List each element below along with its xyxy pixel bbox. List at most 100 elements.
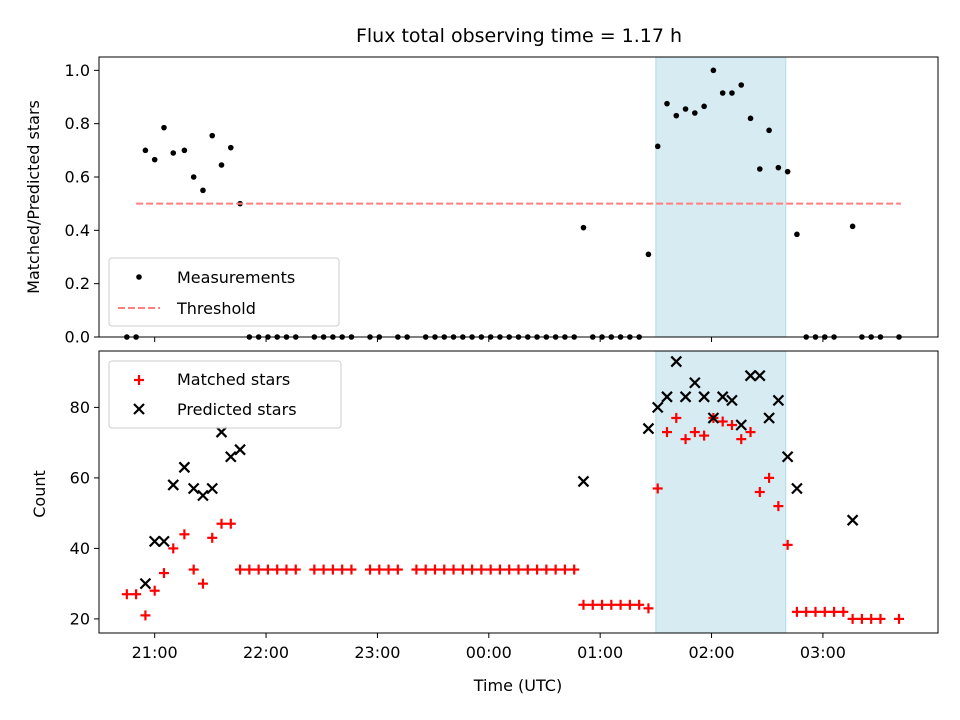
predicted-point <box>689 376 701 389</box>
measurement-point <box>209 132 216 139</box>
matched-point <box>671 412 682 423</box>
matched-point <box>327 564 338 575</box>
matched-point <box>615 599 626 610</box>
matched-point <box>559 564 570 575</box>
bottom-legend-box <box>108 360 342 429</box>
legend-measurements-label: Measurements <box>177 268 295 287</box>
measurement-point <box>227 144 234 151</box>
bottom-span-layer <box>655 350 787 634</box>
bottom-ylabel: Count <box>30 470 49 518</box>
legend-matched-label: Matched stars <box>177 370 290 389</box>
bottom-ytick: 40 <box>70 539 99 558</box>
series-predicted-stars <box>139 355 859 590</box>
top-ytick-label: 0.6 <box>65 168 90 187</box>
matched-point <box>856 613 867 624</box>
predicted-point <box>197 489 209 502</box>
top-ytick-label: 1.0 <box>65 61 90 80</box>
measurement-point <box>729 90 735 96</box>
matched-point <box>634 599 645 610</box>
predicted-point <box>642 422 655 435</box>
matched-point <box>429 564 440 575</box>
matched-point <box>550 564 561 575</box>
bottom-xtick: 01:00 <box>577 633 623 662</box>
matched-point <box>736 434 747 445</box>
matched-point <box>652 483 663 494</box>
predicted-point <box>698 391 710 403</box>
xtick-label: 22:00 <box>243 643 289 662</box>
bottom-xtick: 02:00 <box>688 633 735 662</box>
matched-point <box>764 472 775 483</box>
matched-point <box>121 589 132 600</box>
measurement-point <box>664 100 670 107</box>
predicted-point <box>679 391 692 403</box>
bottom-ytick-label: 60 <box>70 468 90 487</box>
bottom-legend: Matched stars Predicted stars <box>108 360 342 429</box>
matched-point <box>699 430 710 441</box>
predicted-point <box>158 535 170 548</box>
measurement-point <box>719 90 726 96</box>
matched-point <box>411 564 422 575</box>
matched-point <box>392 564 403 575</box>
bottom-xtick: 21:00 <box>132 633 178 662</box>
matched-point <box>476 564 487 575</box>
top-legend-box <box>108 257 340 327</box>
top-ylabel: Matched/Predicted stars <box>24 100 43 294</box>
matched-point <box>726 420 737 431</box>
measurement-point <box>738 82 745 88</box>
bottom-ytick: 20 <box>70 609 99 628</box>
measurement-point <box>142 147 149 154</box>
measurement-point <box>747 115 754 122</box>
matched-point <box>439 564 450 575</box>
xtick-label: 21:00 <box>132 643 178 662</box>
matched-point <box>168 543 179 554</box>
matched-point <box>309 564 320 575</box>
matched-point <box>661 427 672 438</box>
legend-measurements-marker <box>136 274 142 280</box>
measurement-point <box>775 164 782 171</box>
predicted-point <box>234 443 246 456</box>
matched-point <box>791 606 802 617</box>
matched-point <box>346 564 357 575</box>
bottom-xticks: 21:00 22:00 23:00 00:00 01:00 02:00 03:00 <box>132 633 846 662</box>
measurement-point <box>654 143 661 150</box>
bottom-ytick-label: 80 <box>70 398 90 417</box>
matched-point <box>272 564 283 575</box>
predicted-point <box>735 419 748 431</box>
matched-point <box>149 585 160 596</box>
xtick-label: 23:00 <box>354 643 400 662</box>
predicted-point <box>716 391 729 403</box>
matched-point <box>318 564 329 575</box>
legend-threshold-label: Threshold <box>176 299 256 318</box>
bottom-xtick: 23:00 <box>354 633 400 662</box>
matched-point <box>244 564 255 575</box>
measurement-point <box>161 124 167 131</box>
top-series-layer <box>124 67 902 340</box>
matched-point <box>819 606 830 617</box>
matched-point <box>374 564 385 575</box>
matched-point <box>131 589 142 600</box>
matched-point <box>179 529 190 540</box>
predicted-point <box>206 482 219 495</box>
matched-point <box>894 613 905 624</box>
matched-point <box>188 564 199 575</box>
top-ytick: 1.0 <box>65 61 99 80</box>
matched-point <box>235 564 246 575</box>
top-ytick: 0.6 <box>65 168 99 187</box>
matched-point <box>689 427 700 438</box>
matched-point <box>569 564 580 575</box>
bottom-ytick-label: 40 <box>70 539 90 558</box>
top-panel: Flux total observing time = 1.17 h 0.00.… <box>24 25 939 347</box>
matched-point <box>262 564 273 575</box>
matched-point <box>875 613 886 624</box>
matched-point <box>643 603 654 614</box>
matched-point <box>606 599 617 610</box>
predicted-point <box>772 394 785 407</box>
matched-point <box>448 564 459 575</box>
matched-point <box>216 518 227 529</box>
measurement-point <box>682 106 689 112</box>
matched-point <box>225 518 236 529</box>
top-ytick-label: 0.4 <box>65 221 90 240</box>
matched-point <box>158 568 169 579</box>
bottom-yticks: 20 40 60 80 <box>70 398 99 628</box>
